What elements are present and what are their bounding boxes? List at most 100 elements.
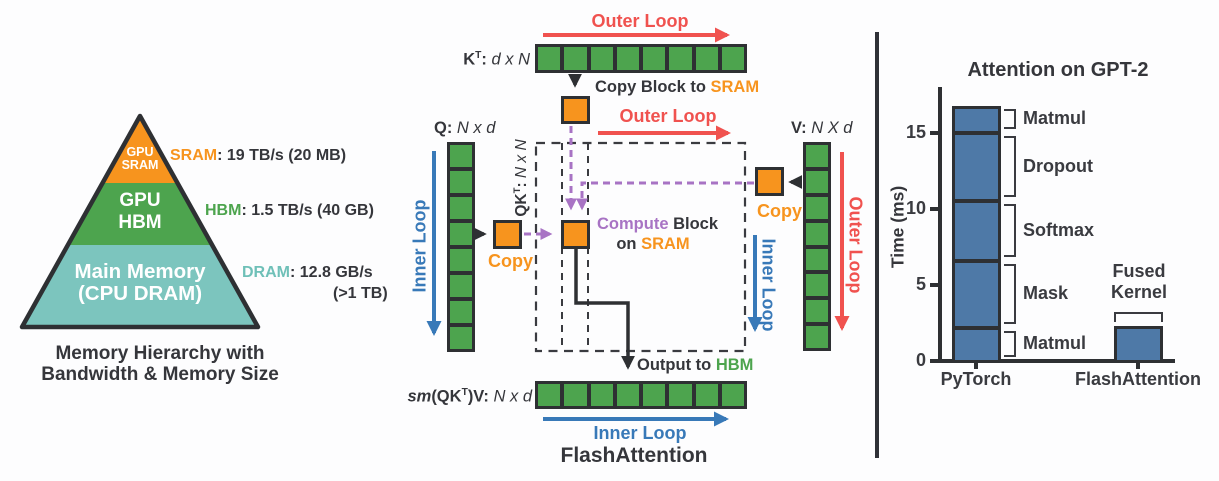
dram-size-annotation: (>1 TB) [333, 285, 388, 302]
on-word: on [616, 235, 642, 253]
matrix-cell [450, 171, 472, 193]
matrix-cell [564, 384, 587, 406]
inner-loop-label-right: Inner Loop [758, 238, 779, 332]
sram-acronym: SRAM [170, 147, 218, 164]
pyramid-caption-line1: Memory Hierarchy with [55, 343, 265, 364]
v-matrix-label: V: N X d [791, 119, 853, 138]
matrix-cell [450, 249, 472, 271]
kt-sup: T [475, 50, 482, 61]
hbm-detail: : 1.5 TB/s (40 GB) [241, 202, 374, 219]
matrix-cell [450, 223, 472, 245]
copy-block-prefix: Copy Block to [595, 78, 711, 96]
matrix-cell [721, 47, 744, 70]
compute-block-label-line1: Compute Block [597, 215, 719, 234]
matrix-cell [669, 47, 692, 70]
dram-acronym: DRAM [242, 264, 290, 281]
matrix-cell [538, 384, 561, 406]
chart-x-axis-line [938, 359, 1175, 363]
qkt-dims: N x N [513, 139, 531, 179]
hbm-acronym: HBM [205, 202, 242, 219]
output-to-hbm-arrow [574, 249, 635, 370]
sram-word: SRAM [710, 78, 760, 96]
q-matrix-column [447, 142, 475, 352]
chart-y-axis-line [938, 87, 942, 363]
matrix-cell [721, 384, 744, 406]
kt-matrix-label: KT: d x N [463, 50, 530, 69]
chart-title: Attention on GPT-2 [967, 59, 1149, 81]
pyramid-dram-line1: Main Memory [74, 260, 206, 283]
compute-sram-block [561, 220, 590, 249]
v-name: V: [791, 119, 812, 137]
compute-block-label-line2: on SRAM [616, 235, 690, 254]
pyramid-caption-line2: Bandwidth & Memory Size [41, 364, 279, 385]
matrix-cell [643, 47, 666, 70]
output-matrix-row [535, 381, 747, 409]
matrix-cell [590, 384, 613, 406]
pyramid-hbm-band [66, 183, 214, 245]
pyramid-hbm-line2: HBM [118, 212, 162, 233]
matrix-cell [669, 384, 692, 406]
matrix-cell [806, 300, 828, 323]
compute-word: Compute [597, 215, 669, 233]
output-matrix-label: sm(QKT)V: N x d [407, 387, 532, 406]
sm-prefix: sm [407, 387, 432, 406]
v-sram-copy-block [755, 167, 784, 196]
pyramid-dram-band [22, 245, 258, 327]
sm-dims: N x d [493, 387, 532, 406]
matrix-cell [695, 47, 718, 70]
matrix-cell [450, 197, 472, 219]
v-dims: N X d [811, 119, 853, 137]
qkt-matrix-label: QKT: N x N [512, 139, 531, 217]
hbm-bandwidth-annotation: HBM: 1.5 TB/s (40 GB) [205, 202, 374, 219]
pyramid-outline [19, 113, 261, 330]
sm-mid: (QK [431, 387, 462, 406]
sram-detail: : 19 TB/s (20 MB) [217, 147, 347, 164]
sm-sup: T [461, 387, 468, 398]
kt-sram-block [561, 96, 590, 124]
dram-detail: : 12.8 GB/s [290, 264, 373, 281]
output-to-hbm-label: Output to HBM [637, 356, 753, 375]
qkt-dashed-box [534, 141, 747, 353]
q-matrix-label: Q: N x d [434, 119, 496, 138]
v-matrix-column [803, 142, 831, 351]
sram-bandwidth-annotation: SRAM: 19 TB/s (20 MB) [170, 147, 346, 164]
q-dims: N x d [456, 119, 496, 137]
matrix-cell [538, 47, 561, 70]
output-prefix: Output to [637, 356, 716, 374]
sm-post: )V: [467, 387, 494, 406]
copy-label-v: Copy [757, 201, 802, 221]
inner-loop-label-bottom: Inner Loop [593, 423, 687, 443]
pyramid-dram-line2: (CPU DRAM) [77, 282, 203, 305]
matrix-cell [643, 384, 666, 406]
v-block-to-compute-arrow [576, 181, 754, 211]
section-divider [875, 32, 879, 458]
matrix-cell [695, 384, 718, 406]
pyramid-sram-line1: GPU [126, 145, 154, 159]
qkt-name: QK [513, 193, 531, 217]
chart-y-axis-label: Time (ms) [887, 185, 908, 269]
compute-rest: Block [668, 215, 719, 233]
qkt-sup: T [512, 187, 524, 194]
pyramid-sram-line2: SRAM [121, 158, 159, 172]
matrix-cell [806, 274, 828, 297]
copy-block-to-sram-label: Copy Block to SRAM [595, 78, 760, 97]
outer-loop-label-top: Outer Loop [591, 11, 689, 31]
kt-dims: d x N [491, 50, 530, 69]
matrix-cell [616, 47, 639, 70]
matrix-cell [806, 248, 828, 271]
matrix-cell [450, 145, 472, 167]
sram-word2: SRAM [641, 235, 690, 253]
matrix-cell [450, 275, 472, 297]
kt-name: K [463, 50, 476, 69]
pyramid-hbm-line1: GPU [119, 190, 161, 211]
copy-label-q: Copy [488, 251, 533, 271]
q-name: Q: [434, 119, 457, 137]
outer-loop-label-right: Outer Loop [845, 196, 866, 294]
matrix-cell [450, 327, 472, 349]
flashattention-caption: FlashAttention [560, 444, 708, 467]
kt-matrix-row [535, 44, 747, 73]
matrix-cell [806, 326, 828, 348]
matrix-cell [590, 47, 613, 70]
